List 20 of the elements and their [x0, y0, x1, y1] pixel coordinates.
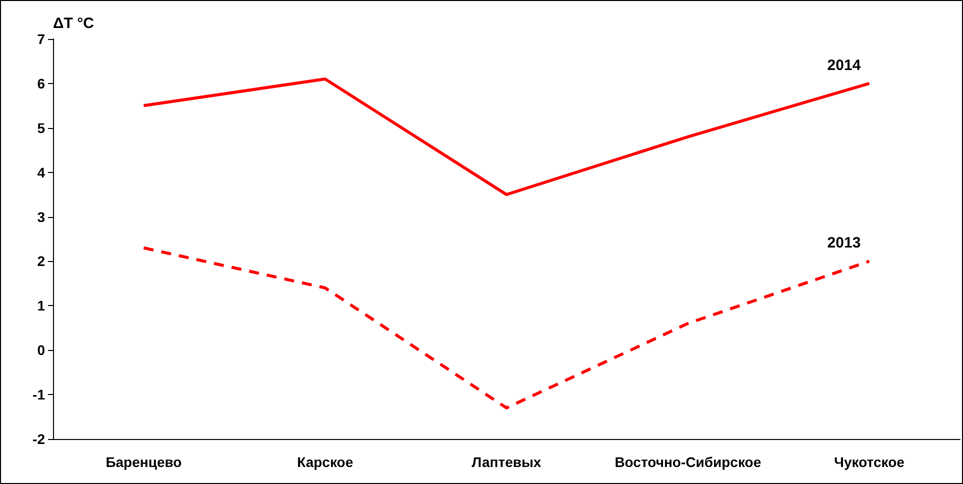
- y-tick-label: 4: [37, 164, 46, 180]
- y-axis-title: ΔT °C: [53, 15, 94, 32]
- x-tick-label: Карское: [297, 454, 354, 470]
- x-tick-label: Восточно-Сибирское: [614, 454, 762, 470]
- y-tick-label: 6: [37, 75, 46, 92]
- y-tick-label: 2: [37, 253, 46, 270]
- y-tick-label: 3: [37, 208, 46, 225]
- series-label: 2013: [827, 234, 861, 252]
- x-tick-label: Чукотское: [834, 454, 905, 470]
- y-tick-label: -1: [32, 386, 46, 403]
- y-tick-label: -2: [32, 431, 46, 447]
- x-tick-label: Баренцево: [106, 454, 182, 470]
- x-tick-label: Лаптевых: [472, 454, 542, 470]
- y-tick-label: 7: [37, 31, 46, 47]
- y-tick-label: 0: [37, 342, 46, 358]
- line-series: [142, 246, 871, 410]
- line-series: [142, 78, 871, 196]
- series-label: 2014: [827, 56, 862, 74]
- y-tick-label: 5: [37, 120, 46, 136]
- y-tick-label: 1: [37, 298, 46, 314]
